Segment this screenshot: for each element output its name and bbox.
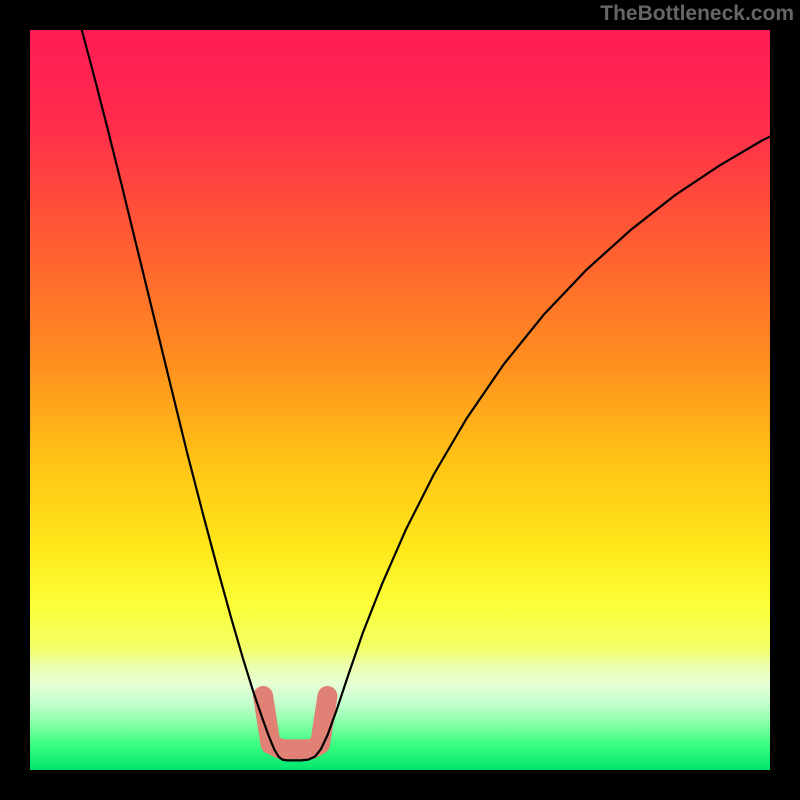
gradient-background (30, 30, 770, 770)
plot-area (30, 30, 770, 770)
plot-svg (30, 30, 770, 770)
figure-root: TheBottleneck.com (0, 0, 800, 800)
watermark-label: TheBottleneck.com (600, 0, 800, 26)
